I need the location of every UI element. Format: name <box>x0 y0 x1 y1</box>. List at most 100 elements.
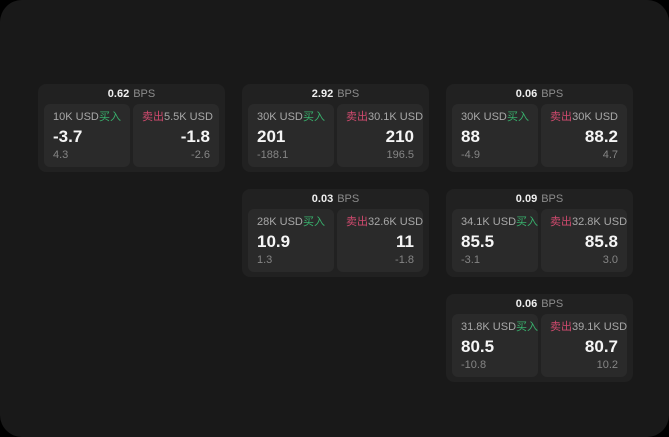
bps-header: 0.06 BPS <box>446 84 633 104</box>
buy-pane[interactable]: 34.1K USD 买入 85.5 -3.1 <box>452 209 538 272</box>
sell-pane[interactable]: 卖出 5.5K USD -1.8 -2.6 <box>133 104 219 167</box>
bps-header: 0.09 BPS <box>446 189 633 209</box>
buy-notional: 10K USD <box>53 111 99 123</box>
sell-pane-top: 卖出 39.1K USD <box>550 321 627 334</box>
buy-price: 88 <box>461 127 480 146</box>
buy-side-label: 买入 <box>99 111 121 123</box>
bps-unit-label: BPS <box>541 298 564 310</box>
sell-side-label: 卖出 <box>346 216 368 228</box>
buy-pane-top: 34.1K USD 买入 <box>461 216 538 229</box>
card-body: 30K USD 买入 201 -188.1 卖出 30.1K USD 210 1… <box>242 104 429 172</box>
buy-notional: 31.8K USD <box>461 321 517 333</box>
sell-side-label: 卖出 <box>550 216 572 228</box>
sell-notional: 32.6K USD <box>368 216 424 228</box>
bps-value: 2.92 <box>311 88 334 100</box>
bps-value: 0.09 <box>515 193 538 205</box>
sell-pane-top: 卖出 5.5K USD <box>142 111 213 124</box>
bps-header: 0.62 BPS <box>38 84 225 104</box>
sell-notional: 32.8K USD <box>572 216 628 228</box>
card-body: 34.1K USD 买入 85.5 -3.1 卖出 32.8K USD 85.8… <box>446 209 633 277</box>
buy-pane[interactable]: 30K USD 买入 88 -4.9 <box>452 104 538 167</box>
buy-pane[interactable]: 31.8K USD 买入 80.5 -10.8 <box>452 314 538 377</box>
sell-price: 88.2 <box>584 127 618 146</box>
sell-price: -1.8 <box>180 127 210 146</box>
sell-notional: 30K USD <box>572 111 618 123</box>
quote-card-4: 0.03 BPS 28K USD 买入 10.9 1.3 卖出 32.6K US… <box>242 189 429 277</box>
sell-pane[interactable]: 卖出 30K USD 88.2 4.7 <box>541 104 627 167</box>
sell-pane[interactable]: 卖出 32.6K USD 11 -1.8 <box>337 209 423 272</box>
sell-pane[interactable]: 卖出 39.1K USD 80.7 10.2 <box>541 314 627 377</box>
bps-value: 0.06 <box>515 298 538 310</box>
buy-side-label: 买入 <box>516 216 539 228</box>
sell-side-label: 卖出 <box>142 111 164 123</box>
bps-unit-label: BPS <box>133 88 156 100</box>
bps-value: 0.62 <box>107 88 130 100</box>
buy-side-label: 买入 <box>507 111 529 123</box>
bps-header: 2.92 BPS <box>242 84 429 104</box>
sell-price: 85.8 <box>584 232 618 251</box>
sell-side-label: 卖出 <box>346 111 368 123</box>
buy-side-label: 买入 <box>303 111 325 123</box>
quote-card-6: 0.06 BPS 31.8K USD 买入 80.5 -10.8 卖出 39.1… <box>446 294 633 382</box>
card-body: 30K USD 买入 88 -4.9 卖出 30K USD 88.2 4.7 <box>446 104 633 172</box>
buy-pane-top: 31.8K USD 买入 <box>461 321 538 334</box>
sell-delta: -1.8 <box>395 254 414 266</box>
quote-card-1: 0.62 BPS 10K USD 买入 -3.7 4.3 卖出 5.5K USD <box>38 84 225 172</box>
sell-side-label: 卖出 <box>550 111 572 123</box>
buy-delta: -188.1 <box>257 149 289 161</box>
sell-delta: -2.6 <box>191 149 210 161</box>
buy-price: -3.7 <box>53 127 83 146</box>
sell-pane-top: 卖出 32.8K USD <box>550 216 627 229</box>
sell-delta: 4.7 <box>602 149 618 161</box>
buy-pane[interactable]: 28K USD 买入 10.9 1.3 <box>248 209 334 272</box>
buy-pane-top: 28K USD 买入 <box>257 216 325 229</box>
buy-price: 80.5 <box>461 337 495 356</box>
buy-notional: 30K USD <box>461 111 507 123</box>
buy-pane[interactable]: 30K USD 买入 201 -188.1 <box>248 104 334 167</box>
bps-unit-label: BPS <box>541 88 564 100</box>
buy-notional: 30K USD <box>257 111 303 123</box>
buy-pane[interactable]: 10K USD 买入 -3.7 4.3 <box>44 104 130 167</box>
quote-card-5: 0.09 BPS 34.1K USD 买入 85.5 -3.1 卖出 32.8K… <box>446 189 633 277</box>
bps-unit-label: BPS <box>337 193 360 205</box>
buy-delta: -10.8 <box>461 359 487 371</box>
sell-pane-top: 卖出 30K USD <box>550 111 618 124</box>
quote-card-3: 0.06 BPS 30K USD 买入 88 -4.9 卖出 30K USD <box>446 84 633 172</box>
sell-pane-top: 卖出 30.1K USD <box>346 111 423 124</box>
buy-price: 85.5 <box>461 232 495 251</box>
bps-value: 0.06 <box>515 88 538 100</box>
sell-delta: 3.0 <box>602 254 618 266</box>
card-body: 31.8K USD 买入 80.5 -10.8 卖出 39.1K USD 80.… <box>446 314 633 382</box>
buy-price: 10.9 <box>257 232 291 251</box>
buy-delta: -3.1 <box>461 254 480 266</box>
bps-unit-label: BPS <box>337 88 360 100</box>
quote-grid: 0.62 BPS 10K USD 买入 -3.7 4.3 卖出 5.5K USD <box>38 84 633 382</box>
bps-unit-label: BPS <box>541 193 564 205</box>
buy-delta: 1.3 <box>257 254 273 266</box>
buy-notional: 28K USD <box>257 216 303 228</box>
card-body: 28K USD 买入 10.9 1.3 卖出 32.6K USD 11 -1.8 <box>242 209 429 277</box>
sell-notional: 30.1K USD <box>368 111 424 123</box>
bps-header: 0.03 BPS <box>242 189 429 209</box>
sell-price: 80.7 <box>584 337 618 356</box>
buy-delta: 4.3 <box>53 149 69 161</box>
buy-pane-top: 10K USD 买入 <box>53 111 121 124</box>
sell-side-label: 卖出 <box>550 321 572 333</box>
sell-delta: 10.2 <box>596 359 618 371</box>
sell-pane-top: 卖出 32.6K USD <box>346 216 423 229</box>
sell-price: 210 <box>385 127 414 146</box>
buy-side-label: 买入 <box>303 216 325 228</box>
buy-side-label: 买入 <box>516 321 539 333</box>
buy-price: 201 <box>257 127 286 146</box>
sell-pane[interactable]: 卖出 30.1K USD 210 196.5 <box>337 104 423 167</box>
sell-delta: 196.5 <box>386 149 414 161</box>
buy-delta: -4.9 <box>461 149 480 161</box>
quote-card-2: 2.92 BPS 30K USD 买入 201 -188.1 卖出 30.1K … <box>242 84 429 172</box>
bps-header: 0.06 BPS <box>446 294 633 314</box>
sell-notional: 5.5K USD <box>164 111 213 123</box>
sell-notional: 39.1K USD <box>572 321 628 333</box>
bps-value: 0.03 <box>311 193 334 205</box>
sell-pane[interactable]: 卖出 32.8K USD 85.8 3.0 <box>541 209 627 272</box>
buy-pane-top: 30K USD 买入 <box>461 111 529 124</box>
